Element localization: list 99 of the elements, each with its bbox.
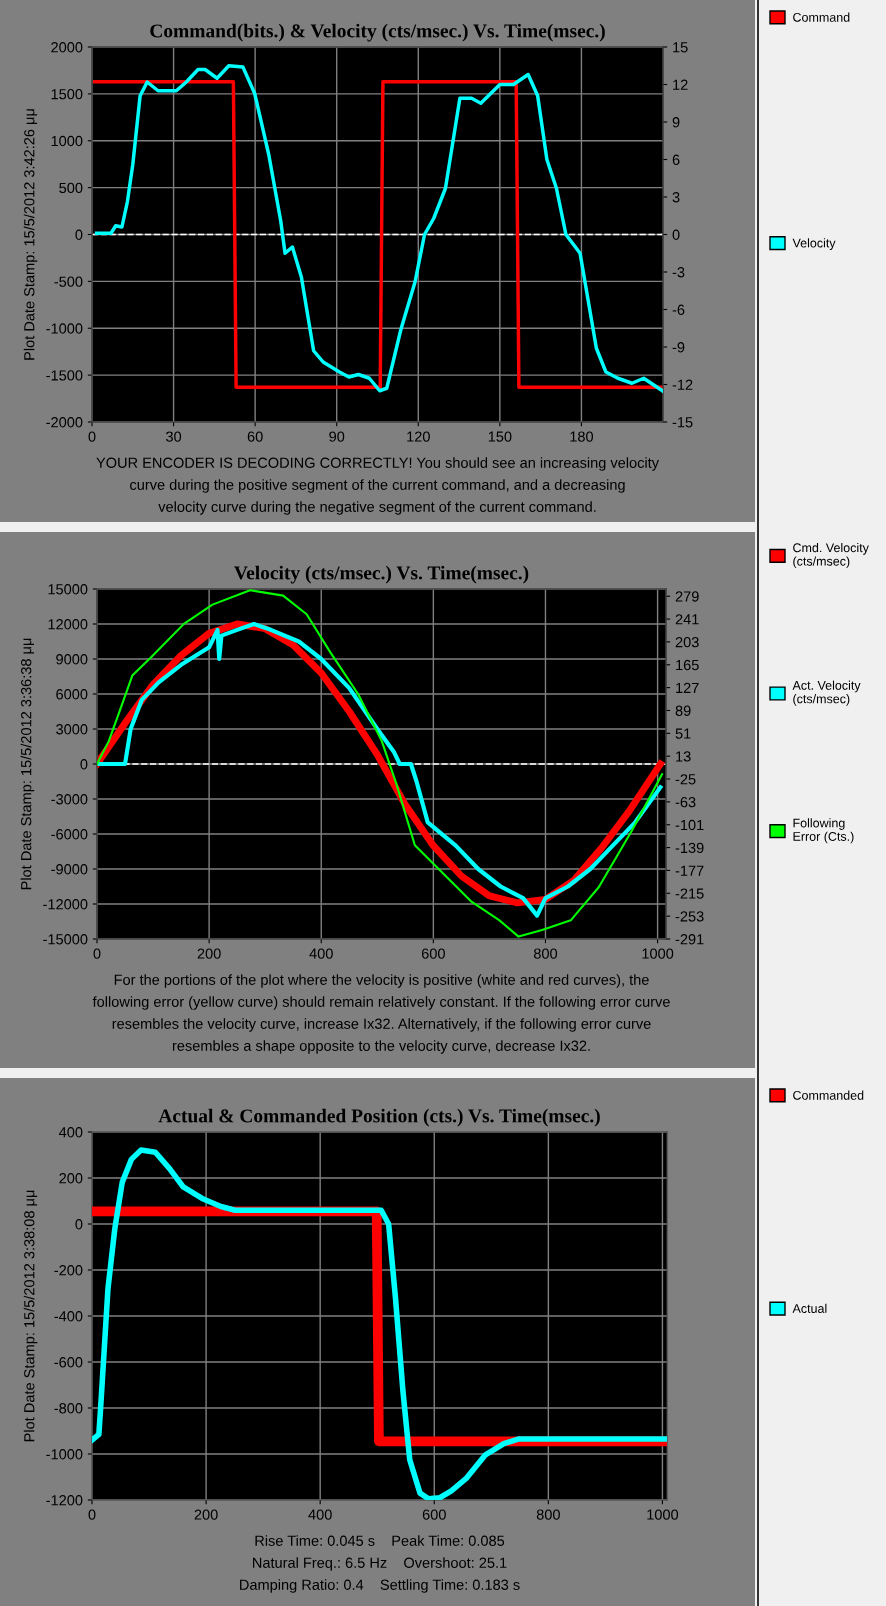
y2-tick-label: -9 [672, 342, 685, 353]
y-tick-label: -1500 [46, 370, 83, 381]
y2-tick-label: 279 [675, 591, 699, 602]
x-tick-label: 150 [488, 431, 512, 442]
text: Damping Ratio: 0.4 Settling Time: 0.183 s [240, 1579, 520, 1593]
y-tick-label: 2000 [51, 42, 83, 53]
text: For the portions of the plot where the velocity is positive (white and red curves), the [114, 974, 649, 988]
text: resembles a shape opposite to the velocity curve, decrease Ix32. [172, 1040, 590, 1054]
text: velocity curve during the negative segment of the current command. [158, 501, 596, 515]
y-tick-label: -6000 [51, 829, 88, 840]
x-tick-label: 0 [88, 431, 96, 442]
text: resembles the velocity curve, increase Ix32. Alternatively, if the following error curve [112, 1018, 651, 1032]
y-tick-label: 1000 [51, 135, 83, 147]
legend-label: Actual [792, 1303, 827, 1313]
x-tick-label: 800 [533, 948, 558, 959]
y2-tick-label: -215 [675, 888, 704, 899]
legend-label: Velocity [792, 238, 836, 250]
y-axis-title: Plot Date Stamp: 15/5/2012 3:36:38 μμ [20, 638, 35, 890]
y2-tick-label: 12 [673, 79, 688, 90]
y2-tick-label: 51 [675, 728, 691, 739]
y2-tick-label: 241 [675, 614, 699, 625]
y2-tick-label: 0 [672, 229, 680, 240]
legend-label: Act. Velocity (cts/msec) [792, 680, 861, 706]
y-tick-label: -400 [54, 1311, 83, 1322]
y-tick-label: 12000 [48, 619, 88, 630]
y2-tick-label: -3 [672, 267, 685, 278]
text: curve during the positive segment of the current command, and a decreasing [130, 479, 625, 493]
y-tick-label: 15000 [48, 584, 88, 595]
y2-tick-label: 89 [675, 705, 691, 716]
x-tick-label: 400 [308, 1509, 332, 1520]
y2-tick-label: -291 [675, 934, 704, 945]
y-tick-label: -15000 [43, 934, 88, 945]
legend-label: Following Error (Cts.) [793, 818, 854, 844]
y2-tick-label: 13 [676, 751, 691, 762]
y2-tick-label: 15 [673, 42, 688, 53]
y-tick-label: 500 [59, 182, 83, 194]
y-tick-label: -600 [54, 1357, 83, 1368]
text: Rise Time: 0.045 s Peak Time: 0.085 [255, 1535, 505, 1546]
y2-tick-label: 9 [672, 117, 680, 128]
chart-title: Command(bits.) & Velocity (cts/msec.) Vs. Time(msec.) [150, 23, 605, 42]
text: Natural Freq.: 6.5 Hz Overshoot: 25.1 [253, 1557, 507, 1571]
chart-title: Actual & Commanded Position (cts.) Vs. Time(msec.) [158, 1108, 600, 1127]
y2-tick-label: -253 [675, 911, 704, 922]
legend-label: Command [793, 12, 850, 22]
y-tick-label: -2000 [46, 417, 83, 428]
y-tick-label: -800 [54, 1403, 83, 1414]
x-tick-label: 600 [422, 1509, 446, 1520]
x-tick-label: 180 [570, 431, 594, 442]
line-series [97, 589, 664, 938]
x-tick-label: 30 [166, 431, 182, 442]
y2-tick-label: -177 [675, 865, 704, 876]
chart-title: Velocity (cts/msec.) Vs. Time(msec.) [234, 565, 529, 584]
text: following error (yellow curve) should remain relatively constant. If the following error curve [92, 996, 670, 1010]
x-tick-label: 0 [88, 1509, 96, 1520]
x-tick-label: 1000 [647, 1509, 679, 1520]
y-tick-label: 0 [75, 229, 83, 240]
y-tick-label: -1000 [46, 323, 83, 334]
y2-tick-label: 203 [675, 637, 699, 648]
y2-tick-label: -12 [672, 379, 693, 390]
x-tick-label: 60 [247, 431, 263, 442]
x-tick-label: 800 [536, 1509, 560, 1520]
x-tick-label: 0 [93, 948, 101, 959]
x-tick-label: 200 [197, 948, 221, 959]
y-tick-label: 0 [80, 759, 88, 770]
y2-tick-label: 3 [672, 192, 680, 203]
x-tick-label: 200 [194, 1509, 218, 1520]
y-tick-label: -12000 [43, 899, 88, 910]
y-tick-label: 6000 [56, 689, 88, 700]
y-tick-label: -1200 [46, 1495, 83, 1506]
y-tick-label: 200 [59, 1173, 83, 1184]
y2-tick-label: 6 [672, 154, 680, 165]
x-tick-label: 600 [421, 948, 445, 959]
text: YOUR ENCODER IS DECODING CORRECTLY! You should see an increasing velocity [96, 457, 659, 471]
y-axis-title: Plot Date Stamp: 15/5/2012 3:38:08 μμ [23, 1190, 38, 1442]
y-tick-label: -3000 [51, 794, 88, 805]
y2-tick-label: 165 [676, 659, 699, 671]
y2-tick-label: -101 [675, 819, 704, 831]
y-tick-label: 0 [75, 1219, 83, 1230]
y2-tick-label: -139 [675, 842, 704, 854]
x-tick-label: 90 [329, 431, 345, 442]
y-tick-label: 9000 [56, 654, 88, 665]
y2-tick-label: 127 [676, 682, 699, 693]
x-tick-label: 120 [407, 431, 430, 442]
y-tick-label: -1000 [46, 1449, 83, 1460]
y2-tick-label: -63 [675, 796, 696, 808]
y2-tick-label: -6 [672, 304, 685, 315]
y-tick-label: -9000 [51, 864, 88, 875]
y-tick-label: 3000 [56, 724, 88, 735]
y-tick-label: -500 [54, 276, 83, 287]
y-axis-title: Plot Date Stamp: 15/5/2012 3:42:26 μμ [23, 109, 38, 360]
y2-tick-label: -25 [675, 774, 696, 785]
y-tick-label: 400 [58, 1127, 83, 1138]
y-tick-label: -200 [54, 1265, 83, 1276]
y-tick-label: 1500 [51, 88, 83, 100]
x-tick-label: 1000 [642, 948, 674, 959]
legend-label: Cmd. Velocity (cts/msec) [793, 543, 869, 569]
x-tick-label: 400 [309, 948, 333, 959]
y2-tick-label: -15 [672, 417, 693, 428]
legend-label: Commanded [793, 1090, 864, 1100]
